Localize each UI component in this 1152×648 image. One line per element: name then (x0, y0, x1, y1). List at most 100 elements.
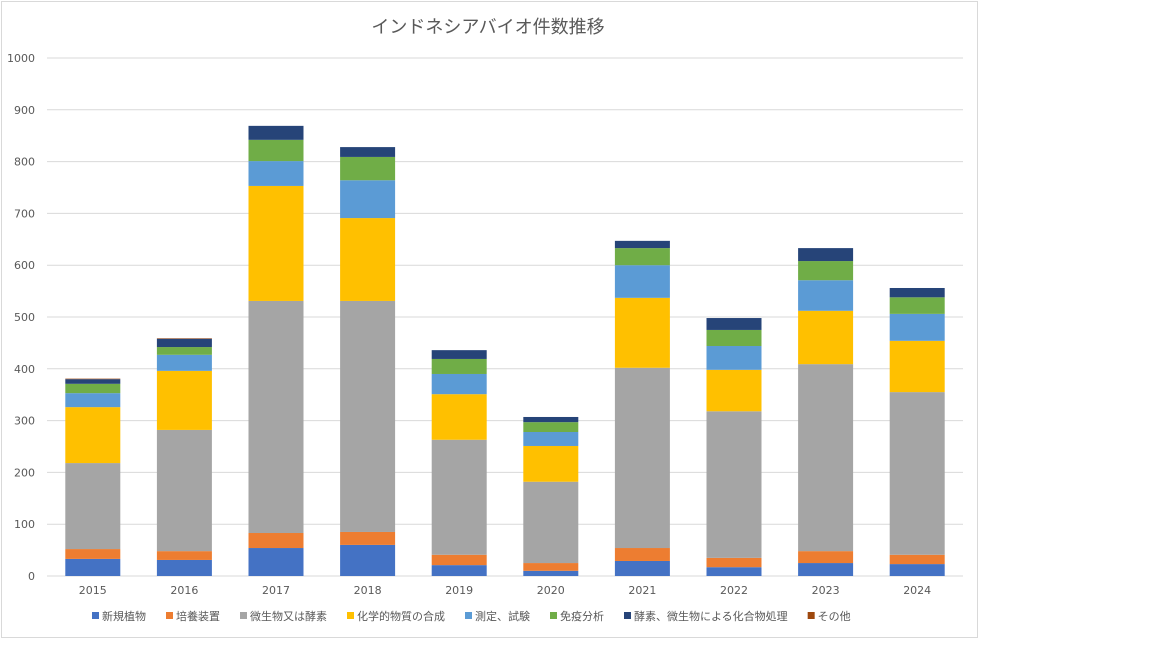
bar-segment (523, 422, 579, 432)
bar-segment (431, 554, 487, 566)
y-tick-label: 0 (28, 570, 35, 583)
bar-segment (614, 297, 670, 368)
legend-swatch (166, 612, 173, 619)
bar-segment (65, 383, 121, 394)
bar-segment (156, 354, 212, 371)
bar-segment (523, 416, 579, 423)
x-tick-label: 2019 (445, 584, 473, 597)
y-tick-label: 800 (14, 156, 35, 169)
bar-segment (248, 185, 304, 301)
bar-segment (65, 378, 121, 380)
legend-label: 新規植物 (102, 609, 146, 623)
x-tick-label: 2017 (262, 584, 290, 597)
legend-swatch (92, 612, 99, 619)
bar-segment (706, 567, 762, 576)
bar-segment (706, 318, 762, 330)
bar-segment (65, 379, 121, 384)
x-tick-label: 2022 (720, 584, 748, 597)
legend-swatch (347, 612, 354, 619)
bar-segment (523, 431, 579, 446)
bar-segment (156, 559, 212, 576)
bar-segment (798, 364, 854, 552)
bar-segment (706, 557, 762, 568)
legend-label: 微生物又は酵素 (250, 609, 327, 623)
bar-segment (248, 161, 304, 186)
y-tick-label: 1000 (7, 52, 35, 65)
bar-segment (340, 531, 396, 545)
bar-segment (156, 338, 212, 339)
bar-segment (889, 340, 945, 393)
bar-segment (340, 300, 396, 532)
bar-segment (156, 429, 212, 552)
bar-segment (614, 240, 670, 249)
legend-label: 免疫分析 (560, 609, 604, 623)
bar-segment (523, 481, 579, 564)
bar-segment (614, 367, 670, 549)
bar-segment (340, 544, 396, 576)
bar-segment (248, 533, 304, 549)
bar-segment (523, 445, 579, 482)
chart-title: インドネシアバイオ件数推移 (371, 17, 604, 38)
x-tick-label: 2021 (628, 584, 656, 597)
bar-segment (614, 248, 670, 266)
bar-segment (889, 392, 945, 555)
legend-label: 化学的物質の合成 (357, 609, 445, 623)
bar-segment (431, 373, 487, 395)
bar-segment (614, 548, 670, 561)
x-tick-label: 2018 (354, 584, 382, 597)
bar-segment (431, 565, 487, 576)
bar-segment (340, 218, 396, 301)
bar-segment (614, 265, 670, 298)
bar-segment (523, 570, 579, 576)
bar-segment (706, 411, 762, 558)
bar-segment (798, 261, 854, 281)
legend-label: 培養装置 (176, 609, 220, 623)
bar-segment (340, 156, 396, 181)
bar-segment (889, 564, 945, 576)
bar-segment (798, 248, 854, 262)
bar-segment (614, 560, 670, 576)
bar-segment (156, 338, 212, 348)
y-tick-label: 300 (14, 415, 35, 428)
bar-segment (706, 369, 762, 412)
y-tick-label: 700 (14, 207, 35, 220)
legend-label: 酵素、微生物による化合物処理 (634, 609, 788, 623)
bar-segment (706, 329, 762, 347)
bar-segment (798, 551, 854, 564)
y-tick-label: 600 (14, 259, 35, 272)
legend-swatch (807, 612, 815, 619)
bar-segment (340, 180, 396, 219)
bar-segment (156, 370, 212, 430)
bar-segment (798, 310, 854, 365)
bar-segment (248, 125, 304, 140)
bar-segment (65, 549, 121, 559)
bar-segment (65, 463, 121, 550)
bar-segment (431, 394, 487, 440)
bar-segment (156, 551, 212, 560)
bar-segment (798, 280, 854, 311)
x-tick-label: 2023 (812, 584, 840, 597)
legend-label: その他 (818, 610, 851, 623)
x-tick-label: 2020 (537, 584, 565, 597)
bar-segment (65, 407, 121, 464)
y-tick-label: 400 (14, 363, 35, 376)
x-tick-label: 2024 (903, 584, 931, 597)
bar-segment (248, 300, 304, 534)
y-tick-label: 200 (14, 466, 35, 479)
bar-segment (431, 350, 487, 359)
bar-segment (706, 346, 762, 370)
bar-segment (798, 563, 854, 576)
bar-segment (889, 554, 945, 565)
x-tick-label: 2015 (79, 584, 107, 597)
bar-segment (248, 548, 304, 576)
bar-segment (248, 139, 304, 162)
legend-swatch (624, 612, 631, 619)
y-tick-label: 100 (14, 518, 35, 531)
y-tick-label: 900 (14, 104, 35, 117)
legend-swatch (465, 612, 472, 619)
bar-segment (156, 347, 212, 355)
bar-segment (889, 297, 945, 314)
y-tick-label: 500 (14, 311, 35, 324)
bar-segment (889, 313, 945, 341)
